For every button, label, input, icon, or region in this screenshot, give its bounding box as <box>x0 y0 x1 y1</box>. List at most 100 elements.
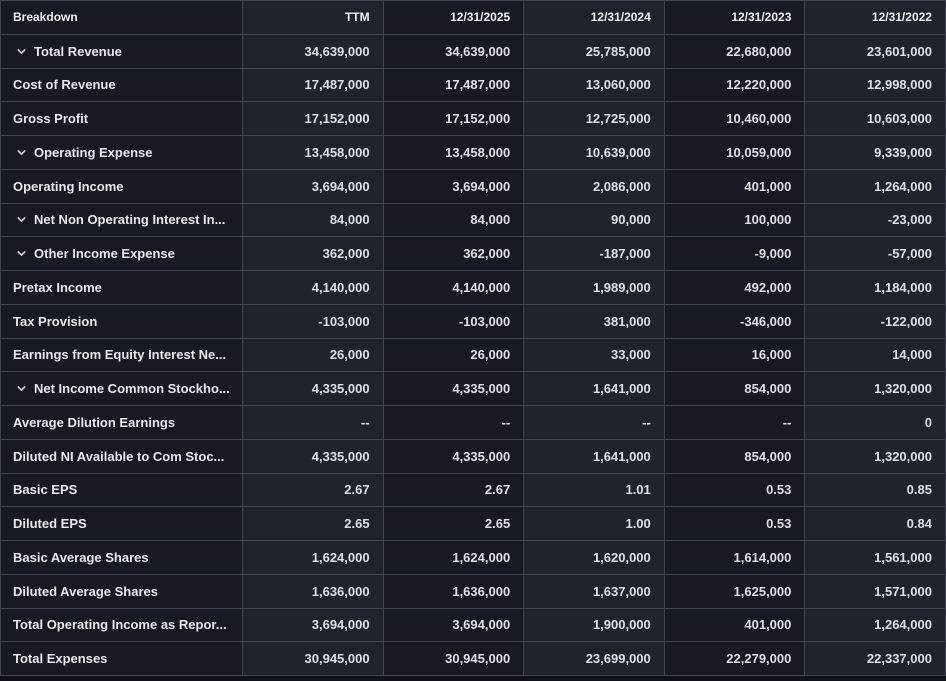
cell-value: 0.84 <box>805 507 946 541</box>
table-row: Basic EPS 2.67 2.67 1.01 0.53 0.85 <box>1 473 946 508</box>
cell-value: 0.53 <box>664 473 806 508</box>
cell-value: 854,000 <box>664 372 806 406</box>
table-row: Cost of Revenue 17,487,000 17,487,000 13… <box>1 68 946 103</box>
row-label: Gross Profit <box>13 111 89 127</box>
cell-value: 3,694,000 <box>243 608 384 643</box>
cell-value: 1,624,000 <box>243 541 384 575</box>
table-row: Earnings from Equity Interest Ne... 26,0… <box>1 338 946 373</box>
row-label-cell[interactable]: Other Income Expense <box>1 237 243 271</box>
row-label: Earnings from Equity Interest Ne... <box>13 347 227 363</box>
row-label-cell: Diluted EPS <box>1 507 243 541</box>
cell-value: -- <box>383 406 525 440</box>
cell-value: 401,000 <box>664 169 806 204</box>
row-label: Cost of Revenue <box>13 77 116 93</box>
row-label-cell: Pretax Income <box>1 271 243 305</box>
cell-value: -187,000 <box>524 237 665 271</box>
chevron-down-icon[interactable] <box>16 383 27 394</box>
cell-value: 12,725,000 <box>524 102 665 136</box>
table-row: Tax Provision -103,000 -103,000 381,000 … <box>1 304 946 339</box>
cell-value: 1,636,000 <box>243 574 384 609</box>
row-label-cell: Diluted NI Available to Com Stoc... <box>1 439 243 474</box>
table-row: Operating Income 3,694,000 3,694,000 2,0… <box>1 169 946 204</box>
cell-value: 9,339,000 <box>805 136 946 170</box>
cell-value: 26,000 <box>383 338 525 373</box>
cell-value: 100,000 <box>664 203 806 238</box>
cell-value: 1,264,000 <box>805 169 946 204</box>
cell-value: 4,140,000 <box>383 271 525 305</box>
cell-value: 362,000 <box>243 237 384 271</box>
row-label-cell: Total Operating Income as Repor... <box>1 608 243 643</box>
cell-value: 3,694,000 <box>383 169 525 204</box>
cell-value: 4,335,000 <box>383 372 525 406</box>
cell-value: 1,637,000 <box>524 574 665 609</box>
chevron-down-icon[interactable] <box>16 147 27 158</box>
cell-value: 10,639,000 <box>524 136 665 170</box>
row-label: Total Expenses <box>13 651 108 667</box>
cell-value: -103,000 <box>243 304 384 339</box>
row-label: Net Non Operating Interest In... <box>34 212 226 228</box>
table-row: Diluted EPS 2.65 2.65 1.00 0.53 0.84 <box>1 507 946 541</box>
cell-value: 0.85 <box>805 473 946 508</box>
cell-value: 34,639,000 <box>383 34 525 69</box>
cell-value: 17,487,000 <box>383 68 525 103</box>
cell-value: 2.65 <box>243 507 384 541</box>
table-row: Average Dilution Earnings -- -- -- -- 0 <box>1 406 946 440</box>
table-row: Total Revenue 34,639,000 34,639,000 25,7… <box>1 34 946 69</box>
row-label-cell[interactable]: Total Revenue <box>1 34 243 69</box>
row-label-cell[interactable]: Operating Expense <box>1 136 243 170</box>
cell-value: 13,458,000 <box>383 136 525 170</box>
cell-value: 1,561,000 <box>805 541 946 575</box>
table-row: Gross Profit 17,152,000 17,152,000 12,72… <box>1 102 946 136</box>
chevron-down-icon[interactable] <box>16 248 27 259</box>
cell-value: 854,000 <box>664 439 806 474</box>
row-label-cell: Basic Average Shares <box>1 541 243 575</box>
cell-value: 0 <box>805 406 946 440</box>
row-label: Operating Expense <box>34 144 153 160</box>
cell-value: 3,694,000 <box>243 169 384 204</box>
cell-value: 14,000 <box>805 338 946 373</box>
cell-value: -346,000 <box>664 304 806 339</box>
column-header-12-31-2024: 12/31/2024 <box>524 1 665 35</box>
cell-value: 1,571,000 <box>805 574 946 609</box>
cell-value: 26,000 <box>243 338 384 373</box>
cell-value: -- <box>664 406 806 440</box>
cell-value: 1,624,000 <box>383 541 525 575</box>
cell-value: 13,458,000 <box>243 136 384 170</box>
cell-value: 22,337,000 <box>805 642 946 676</box>
cell-value: 1,614,000 <box>664 541 806 575</box>
cell-value: 22,680,000 <box>664 34 806 69</box>
row-label: Total Operating Income as Repor... <box>13 617 227 633</box>
row-label: Operating Income <box>13 178 124 194</box>
cell-value: 22,279,000 <box>664 642 806 676</box>
row-label-cell: Cost of Revenue <box>1 68 243 103</box>
row-label: Diluted NI Available to Com Stoc... <box>13 448 225 464</box>
column-header-12-31-2025: 12/31/2025 <box>383 1 525 35</box>
column-header-breakdown: Breakdown <box>1 1 243 35</box>
row-label: Pretax Income <box>13 279 102 295</box>
row-label: Average Dilution Earnings <box>13 414 176 430</box>
cell-value: -23,000 <box>805 203 946 238</box>
column-header-ttm: TTM <box>243 1 384 35</box>
cell-value: 4,335,000 <box>243 372 384 406</box>
cell-value: 1.01 <box>524 473 665 508</box>
cell-value: 1,641,000 <box>524 439 665 474</box>
table-row: Diluted NI Available to Com Stoc... 4,33… <box>1 439 946 474</box>
cell-value: -103,000 <box>383 304 525 339</box>
cell-value: 10,059,000 <box>664 136 806 170</box>
cell-value: 2.65 <box>383 507 525 541</box>
cell-value: 401,000 <box>664 608 806 643</box>
chevron-down-icon[interactable] <box>16 214 27 225</box>
row-label: Basic EPS <box>13 482 78 498</box>
row-label: Basic Average Shares <box>13 549 149 565</box>
row-label-cell: Basic EPS <box>1 473 243 508</box>
cell-value: 492,000 <box>664 271 806 305</box>
row-label-cell: Operating Income <box>1 169 243 204</box>
row-label: Diluted Average Shares <box>13 583 158 599</box>
chevron-down-icon[interactable] <box>16 46 27 57</box>
cell-value: 30,945,000 <box>383 642 525 676</box>
cell-value: 10,460,000 <box>664 102 806 136</box>
row-label-cell[interactable]: Net Income Common Stockho... <box>1 372 243 406</box>
row-label-cell[interactable]: Net Non Operating Interest In... <box>1 203 243 238</box>
table-row: Net Income Common Stockho... 4,335,000 4… <box>1 372 946 406</box>
